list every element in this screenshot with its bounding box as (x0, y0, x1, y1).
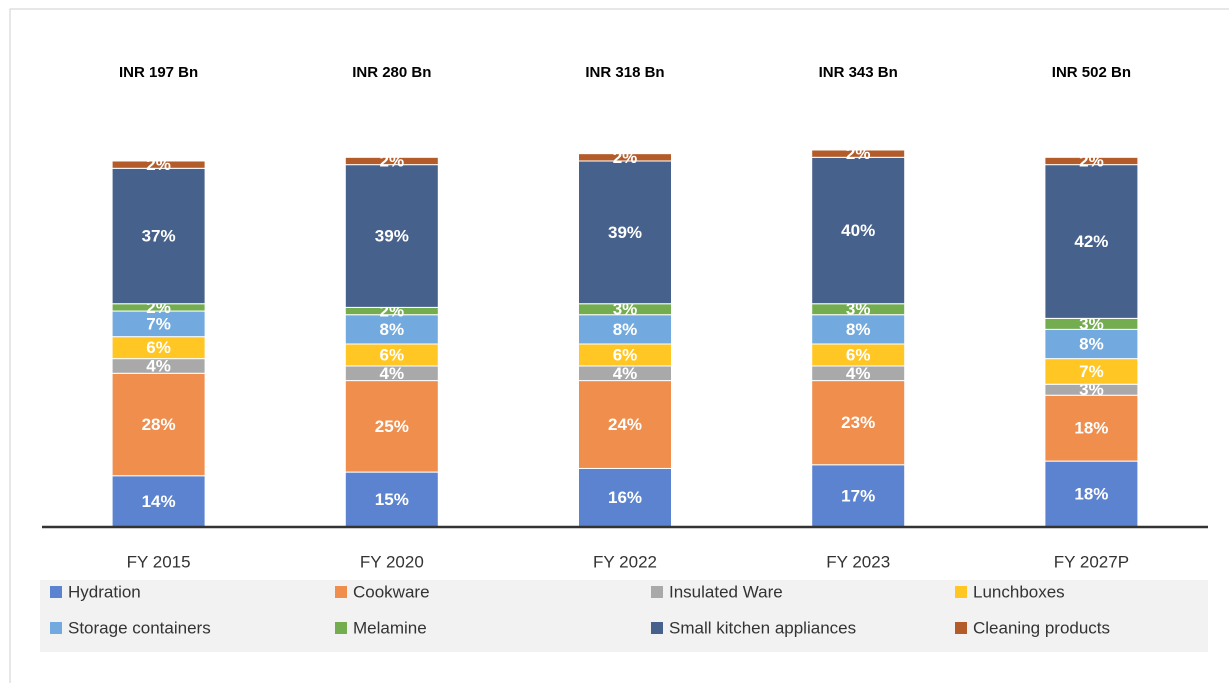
bar-segment (578, 153, 672, 162)
bar-segment (344, 156, 439, 166)
data-label: 6% (146, 338, 171, 357)
legend-label: Insulated Ware (669, 582, 783, 601)
data-label: 4% (613, 364, 638, 383)
data-label: 2% (1079, 151, 1104, 170)
legend-label: Hydration (68, 582, 141, 601)
bar-segment (111, 372, 206, 477)
total-annotation: INR 280 Bn (352, 64, 431, 81)
data-label: 2% (380, 151, 405, 170)
bar-segment (578, 380, 672, 469)
x-tick-label: FY 2015 (127, 552, 191, 571)
bar-segment (344, 380, 439, 473)
bar-segment (811, 149, 906, 158)
total-annotation: INR 502 Bn (1052, 64, 1131, 81)
total-annotation: INR 343 Bn (819, 64, 898, 81)
data-label: 4% (146, 356, 171, 375)
legend-swatch (955, 586, 967, 598)
data-label: 42% (1074, 232, 1108, 251)
bar-segment (578, 160, 672, 305)
legend-swatch (651, 586, 663, 598)
legend-swatch (50, 586, 62, 598)
bar-segment (111, 310, 206, 338)
bar-segment (1044, 156, 1139, 166)
legend-swatch (955, 622, 967, 634)
legend-label: Storage containers (68, 618, 211, 637)
bar-segment (344, 164, 439, 308)
bar-segment (1044, 328, 1139, 360)
data-label: 8% (380, 320, 405, 339)
legend-swatch (335, 622, 347, 634)
data-label: 2% (846, 144, 871, 163)
data-label: 3% (1079, 380, 1104, 399)
data-label: 3% (613, 300, 638, 319)
bar-segment (111, 160, 206, 169)
bar-segment (1044, 394, 1139, 462)
legend-swatch (651, 622, 663, 634)
bar-segment (811, 380, 906, 466)
legend-label: Lunchboxes (973, 582, 1065, 601)
bar-segment (578, 314, 672, 345)
bar-segment (811, 156, 906, 305)
x-tick-label: FY 2022 (593, 552, 657, 571)
data-label: 14% (142, 492, 176, 511)
data-label: 25% (375, 417, 409, 436)
data-label: 37% (142, 226, 176, 245)
data-label: 24% (608, 415, 642, 434)
x-tick-label: FY 2027P (1054, 552, 1129, 571)
legend-label: Cleaning products (973, 618, 1110, 637)
data-label: 3% (1079, 314, 1104, 333)
legend-swatch (50, 622, 62, 634)
data-label: 8% (613, 320, 638, 339)
bar-segment (811, 314, 906, 345)
legend-swatch (335, 586, 347, 598)
legend-label: Small kitchen appliances (669, 618, 856, 637)
data-label: 6% (846, 345, 871, 364)
data-label: 40% (841, 221, 875, 240)
bar-segment (111, 167, 206, 305)
bar-segment (578, 467, 672, 528)
data-label: 8% (846, 320, 871, 339)
data-label: 28% (142, 415, 176, 434)
bar-segment (111, 475, 206, 528)
data-label: 4% (846, 364, 871, 383)
data-label: 6% (380, 345, 405, 364)
data-label: 18% (1074, 485, 1108, 504)
data-label: 7% (1079, 362, 1104, 381)
data-label: 7% (146, 314, 171, 333)
data-label: 15% (375, 490, 409, 509)
data-label: 2% (146, 155, 171, 174)
data-label: 39% (375, 226, 409, 245)
data-label: 6% (613, 345, 638, 364)
data-label: 8% (1079, 334, 1104, 353)
bar-segment (1044, 358, 1139, 385)
bar-segment (1044, 460, 1139, 528)
legend-label: Cookware (353, 582, 430, 601)
data-label: 2% (613, 148, 638, 167)
data-label: 18% (1074, 419, 1108, 438)
data-label: 3% (846, 300, 871, 319)
legend-label: Melamine (353, 618, 427, 637)
x-tick-label: FY 2020 (360, 552, 424, 571)
data-label: 4% (380, 364, 405, 383)
total-annotation: INR 197 Bn (119, 64, 198, 81)
legend-background (40, 580, 1208, 652)
bar-segment (811, 464, 906, 528)
x-tick-label: FY 2023 (826, 552, 890, 571)
total-annotation: INR 318 Bn (585, 64, 664, 81)
data-label: 16% (608, 488, 642, 507)
data-label: 17% (841, 486, 875, 505)
data-label: 23% (841, 413, 875, 432)
bar-segment (344, 314, 439, 345)
data-label: 39% (608, 223, 642, 242)
